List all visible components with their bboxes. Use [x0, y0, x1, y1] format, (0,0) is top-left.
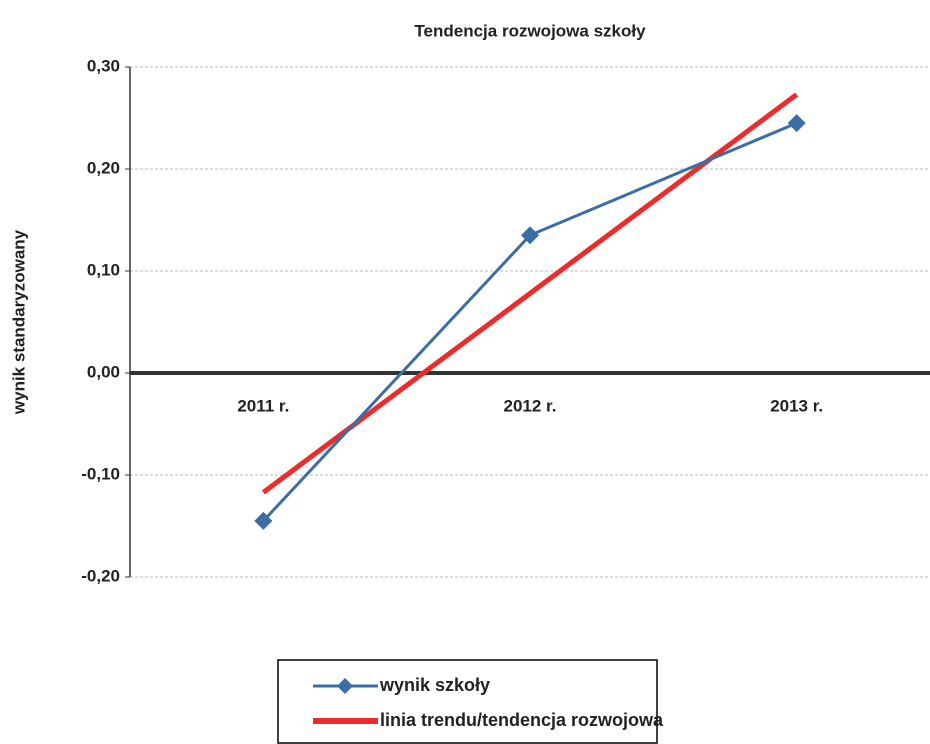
y-tick-label: -0,20 — [81, 566, 120, 585]
y-tick-label: 0,00 — [87, 362, 120, 381]
legend-label: linia trendu/tendencja rozwojowa — [380, 710, 664, 730]
y-tick-label: 0,30 — [87, 56, 120, 75]
y-axis-title: wynik standaryzowany — [9, 229, 28, 415]
series-line — [261, 92, 799, 495]
y-tick-label: -0,10 — [81, 464, 120, 483]
chart-title: Tendencja rozwojowa szkoły — [414, 21, 646, 40]
legend-label: wynik szkoły — [379, 675, 490, 695]
y-tick-label: 0,20 — [87, 158, 120, 177]
data-point — [521, 226, 539, 245]
x-tick-label: 2013 r. — [770, 396, 823, 415]
x-tick-label: 2011 r. — [237, 396, 289, 415]
legend-box — [277, 659, 658, 744]
x-tick-label: 2012 r. — [504, 396, 557, 415]
y-tick-label: 0,10 — [87, 260, 120, 279]
legend-marker — [337, 678, 353, 694]
data-point — [254, 511, 273, 530]
data-point — [787, 114, 806, 133]
series-line — [262, 121, 798, 522]
